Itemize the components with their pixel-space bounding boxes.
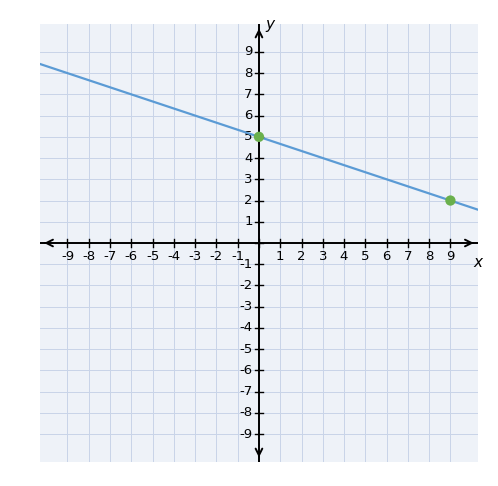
Text: 8: 8	[244, 67, 252, 80]
Text: -1: -1	[231, 250, 245, 263]
Text: 4: 4	[340, 250, 348, 263]
Text: 7: 7	[403, 250, 412, 263]
Text: 7: 7	[244, 88, 252, 101]
Text: 3: 3	[319, 250, 327, 263]
Text: 6: 6	[244, 109, 252, 122]
Text: -2: -2	[210, 250, 223, 263]
Text: -3: -3	[240, 300, 252, 313]
Text: 4: 4	[244, 152, 252, 165]
Point	[255, 133, 263, 141]
Text: 9: 9	[244, 45, 252, 58]
Text: -2: -2	[240, 279, 252, 292]
Text: -9: -9	[61, 250, 74, 263]
Text: -4: -4	[167, 250, 180, 263]
Text: -8: -8	[82, 250, 95, 263]
Text: 5: 5	[361, 250, 370, 263]
Text: -7: -7	[104, 250, 117, 263]
Text: -9: -9	[240, 428, 252, 441]
Text: 9: 9	[446, 250, 455, 263]
Text: -8: -8	[240, 406, 252, 419]
Text: 1: 1	[244, 215, 252, 228]
Text: y: y	[265, 17, 274, 32]
Point	[446, 197, 454, 205]
Text: -1: -1	[240, 258, 252, 271]
Text: 2: 2	[244, 194, 252, 207]
Text: -4: -4	[240, 321, 252, 334]
Text: 3: 3	[244, 173, 252, 186]
Text: -5: -5	[240, 343, 252, 356]
Text: -6: -6	[240, 364, 252, 377]
Text: x: x	[474, 255, 483, 270]
Text: 1: 1	[276, 250, 284, 263]
Text: 5: 5	[244, 130, 252, 143]
Text: 8: 8	[425, 250, 433, 263]
Text: -7: -7	[240, 385, 252, 398]
Text: 2: 2	[297, 250, 306, 263]
Text: -6: -6	[125, 250, 138, 263]
Text: -5: -5	[146, 250, 159, 263]
Text: -3: -3	[189, 250, 202, 263]
Text: 6: 6	[382, 250, 391, 263]
